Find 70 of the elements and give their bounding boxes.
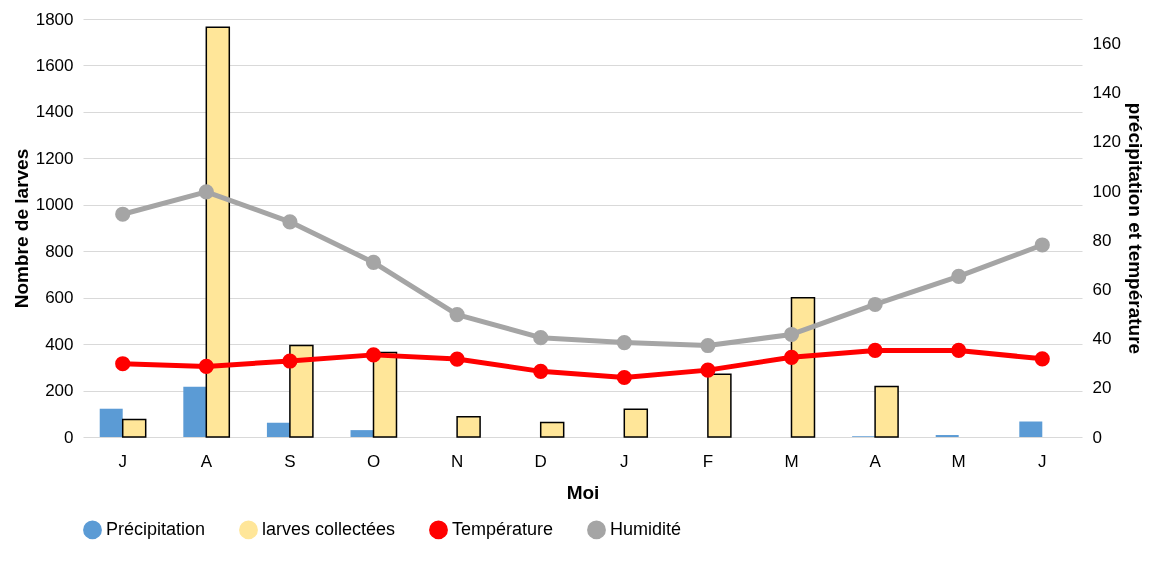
y-tick-label: 0 [64, 427, 74, 447]
point [951, 268, 967, 285]
y-tick-label: 600 [45, 288, 74, 308]
point [951, 342, 967, 359]
x-tick-label: M [784, 451, 799, 471]
x-tick-label: F [702, 451, 714, 471]
point [1034, 351, 1050, 367]
bar [874, 385, 899, 438]
point [1034, 237, 1050, 253]
point [700, 362, 716, 378]
y2-tick-label: 120 [1092, 132, 1121, 152]
x-tick-label: J [1038, 451, 1047, 471]
x-tick-label: S [284, 451, 296, 471]
point [282, 214, 298, 230]
y2-tick-label: 100 [1092, 181, 1121, 201]
bar [707, 373, 732, 438]
x-axis-title: Moi [566, 481, 600, 503]
point [198, 184, 214, 200]
point [616, 335, 632, 351]
point [783, 326, 800, 343]
bar [372, 351, 398, 438]
legend-label: Température [452, 518, 554, 539]
y-tick-label: 400 [45, 334, 74, 354]
point [365, 254, 382, 270]
y2-tick-label: 0 [1092, 427, 1102, 447]
point [867, 296, 883, 313]
point [115, 206, 131, 222]
point [282, 353, 298, 369]
point [616, 369, 632, 386]
point [449, 306, 465, 323]
bar [539, 421, 565, 438]
x-tick-label: M [951, 451, 966, 471]
y2-tick-label: 80 [1092, 230, 1112, 250]
x-tick-label: A [200, 451, 213, 471]
point [198, 358, 214, 374]
y-axis-title: Nombre de larves [10, 148, 32, 309]
y-tick-label: 1400 [35, 102, 74, 122]
bar [623, 408, 649, 438]
bar [205, 26, 231, 438]
point [867, 342, 883, 359]
bar [289, 344, 314, 438]
x-tick-label: A [869, 451, 882, 471]
x-tick-label: J [620, 451, 629, 471]
x-tick-label: N [450, 451, 464, 471]
point [533, 330, 549, 346]
y2-tick-label: 60 [1092, 279, 1112, 299]
y2-tick-label: 160 [1092, 34, 1121, 54]
y-tick-label: 800 [45, 241, 74, 261]
legend-label: Humidité [610, 518, 682, 539]
point [533, 363, 549, 379]
x-tick-label: O [366, 451, 381, 471]
point [365, 347, 382, 363]
y2-tick-label: 40 [1092, 329, 1112, 349]
point [783, 349, 800, 365]
y2-tick-label: 140 [1092, 83, 1121, 103]
x-tick-label: J [118, 451, 127, 471]
y-tick-label: 200 [45, 381, 74, 401]
legend-label: Précipitation [106, 518, 206, 539]
bar [456, 416, 481, 438]
y-tick-label: 1800 [35, 9, 74, 29]
legend-label: larves collectées [262, 518, 396, 539]
point [449, 351, 465, 367]
y-tick-label: 1000 [35, 195, 74, 215]
y2-axis-title: précipitation et température [1124, 102, 1146, 355]
x-tick-label: D [534, 451, 547, 471]
point [700, 337, 716, 354]
point [115, 356, 131, 372]
y-tick-label: 1600 [35, 55, 74, 75]
y-tick-label: 1200 [35, 148, 74, 168]
y2-tick-label: 20 [1092, 378, 1112, 398]
